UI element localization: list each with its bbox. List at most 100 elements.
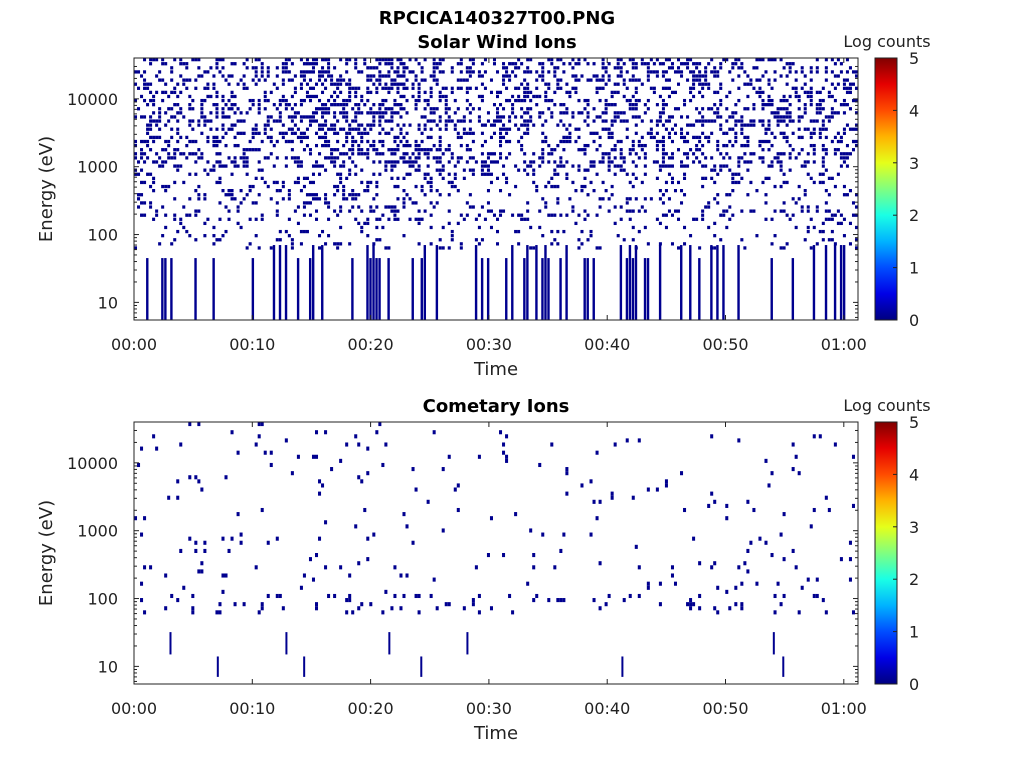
heatmap-cell [800, 148, 804, 152]
heatmap-cell [384, 74, 388, 78]
heatmap-cell [686, 62, 690, 66]
heatmap-cell [577, 135, 581, 140]
heatmap-cell [818, 180, 822, 185]
heatmap-cell [634, 123, 638, 127]
heatmap-cell [411, 164, 415, 168]
heatmap-cell [474, 86, 478, 90]
heatmap-cell [420, 184, 424, 189]
heatmap-cell [321, 70, 325, 74]
heatmap-cell [640, 58, 644, 62]
heatmap-cell [333, 193, 337, 197]
heatmap-cell [770, 98, 774, 103]
heatmap-cell [203, 168, 207, 172]
heatmap-cell [538, 164, 542, 168]
heatmap-cell [713, 197, 717, 201]
heatmap-cell [610, 184, 614, 189]
heatmap-cell [523, 123, 527, 127]
heatmap-cell [797, 107, 801, 111]
heatmap-cell [242, 156, 246, 160]
heatmap-cell [677, 180, 681, 185]
heatmap-cell [260, 602, 264, 607]
heatmap-cell [598, 78, 602, 82]
heatmap-cell [321, 82, 325, 86]
heatmap-cell [486, 189, 490, 193]
heatmap-cell [649, 86, 653, 90]
heatmap-cell [342, 98, 346, 103]
heatmap-cell [242, 160, 246, 164]
heatmap-cell [342, 160, 346, 164]
heatmap-cell [489, 606, 493, 611]
heatmap-cell [134, 246, 138, 250]
heatmap-cell [523, 78, 527, 82]
heatmap-cell [188, 197, 192, 201]
heatmap-cell [438, 90, 442, 95]
heatmap-cell [408, 143, 412, 148]
heatmap-cell [324, 107, 328, 111]
heatmap-cell [667, 86, 671, 90]
heatmap-cell [640, 135, 644, 140]
heatmap-cell [474, 217, 478, 221]
heatmap-cell [227, 74, 231, 78]
heatmap-cell [598, 115, 602, 119]
heatmap-cell [354, 58, 358, 62]
heatmap-cell [381, 111, 385, 115]
heatmap-cell [619, 58, 623, 62]
heatmap-cell [302, 573, 306, 578]
heatmap-cell [441, 528, 445, 533]
heatmap-cell [818, 127, 822, 131]
heatmap-cell [480, 74, 484, 78]
heatmap-cell [402, 152, 406, 156]
heatmap-cell [486, 553, 490, 558]
heatmap-cell [251, 66, 255, 70]
heatmap-cell [670, 62, 674, 66]
heatmap-cell [803, 189, 807, 193]
heatmap-cell [305, 90, 309, 95]
heatmap-cell [393, 213, 397, 217]
heatmap-cell [327, 205, 331, 209]
heatmap-cell [698, 82, 702, 86]
heatmap-cell [248, 98, 252, 103]
heatmap-cell [492, 103, 496, 107]
heatmap-cell [758, 139, 762, 144]
heatmap-cell [670, 152, 674, 156]
heatmap-cell [477, 94, 481, 99]
heatmap-cell [523, 152, 527, 156]
heatmap-cell [553, 90, 557, 95]
heatmap-cell [363, 62, 367, 66]
heatmap-cell [794, 70, 798, 74]
heatmap-cell [200, 115, 204, 119]
heatmap-cell [438, 135, 442, 140]
heatmap-cell [788, 119, 792, 123]
heatmap-cell [791, 213, 795, 217]
heatmap-cell [538, 462, 542, 468]
heatmap-cell [161, 160, 165, 164]
heatmap-cell [221, 573, 225, 578]
heatmap-cell [692, 70, 696, 74]
heatmap-cell [643, 152, 647, 156]
heatmap-cell [737, 180, 741, 185]
heatmap-cell [287, 139, 291, 144]
heatmap-cell [556, 86, 560, 90]
heatmap-cell [812, 152, 816, 156]
heatmap-cell [670, 90, 674, 95]
heatmap-cell [610, 495, 614, 500]
heatmap-cell [444, 119, 448, 123]
heatmap-cell [794, 201, 798, 205]
heatmap-cell [854, 205, 858, 209]
heatmap-cell [803, 160, 807, 164]
heatmap-cell [673, 581, 677, 586]
heatmap-cell [752, 209, 756, 213]
heatmap-cell [447, 209, 451, 213]
heatmap-cell [710, 176, 714, 180]
heatmap-cell [595, 74, 599, 78]
heatmap-cell [643, 103, 647, 107]
heatmap-cell [230, 536, 234, 541]
heatmap-cell [146, 139, 150, 144]
heatmap-cell [146, 143, 150, 148]
heatmap-cell [740, 143, 744, 148]
heatmap-cell [480, 164, 484, 168]
heatmap-cell [471, 168, 475, 172]
heatmap-cell [541, 111, 545, 115]
heatmap-cell [438, 246, 442, 250]
heatmap-cell [496, 94, 500, 99]
